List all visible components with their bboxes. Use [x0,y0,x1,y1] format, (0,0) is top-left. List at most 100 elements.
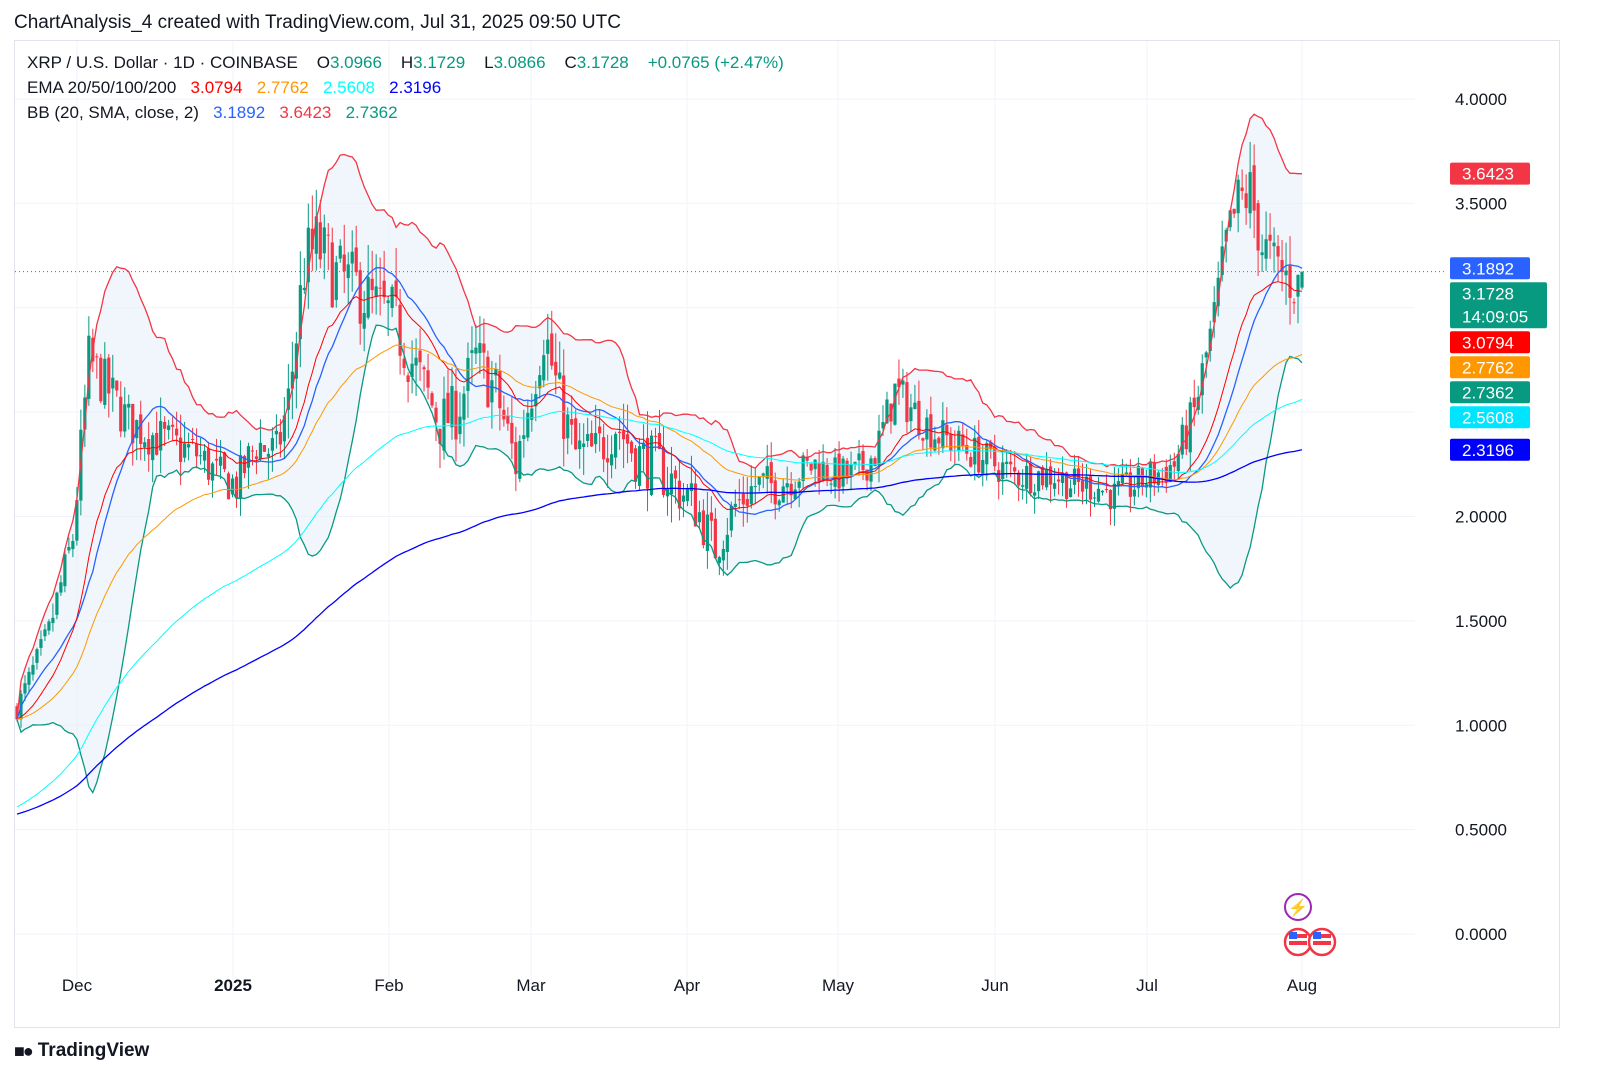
candle [606,434,610,488]
candle-body [1172,461,1176,467]
candle [909,393,913,432]
candle-body [71,540,75,550]
candle-body [1080,480,1085,492]
candle-body [1292,302,1296,304]
candle [111,354,115,412]
price-axis-badge: 2.7762 [1450,356,1530,379]
candle-body [538,375,542,389]
candle-body [502,409,506,420]
candle-body [1200,363,1204,396]
flag-canton [1289,932,1297,939]
candle-body [506,415,510,424]
candle-body [55,592,59,615]
candle [31,656,35,681]
candle-body [562,375,566,439]
ema50-line [16,344,1303,720]
candle [398,289,402,375]
candle-body [602,437,606,460]
ema100-line [16,398,1303,808]
candle [1256,199,1260,277]
candlestick-chart[interactable]: 4.0000 3.5000 2.0000 1.5000 1.0000 0.5000 0.00… [15,41,1560,1028]
candle [566,407,570,455]
candle [446,369,450,424]
candle-body [713,518,717,559]
candle [590,420,594,448]
candle-body [298,285,302,340]
candle-body [346,264,350,279]
candle [1172,452,1176,481]
legend-ema-row[interactable]: EMA 20/50/100/200 3.0794 2.7762 2.5608 2… [27,78,441,98]
x-axis-tick-label: Dec [62,976,93,995]
candle [617,416,622,450]
legend-bb-row[interactable]: BB (20, SMA, close, 2) 3.1892 3.6423 2.7… [27,103,398,123]
candle-body [362,313,366,329]
candle-body [893,383,897,425]
candle [594,404,598,454]
candle [1009,449,1013,478]
candle-body [550,333,554,366]
candle-body [402,358,406,368]
candle [558,341,562,380]
candle [378,257,382,316]
price-axis-badge: 3.1892 [1450,257,1530,280]
candle-body [769,462,773,484]
candle [993,434,997,472]
candle-body [338,245,342,259]
candle [179,414,183,486]
x-axis-tick-label: Aug [1287,976,1317,995]
candle [87,316,91,406]
candle [350,230,354,292]
chart-panel[interactable]: 4.0000 3.5000 2.0000 1.5000 1.0000 0.5000 0.00… [14,40,1560,1028]
candle-body [462,393,466,420]
candle-body [306,227,310,283]
candle-body [985,443,989,465]
candle [849,451,853,491]
candle-body [737,499,741,501]
candle-body [183,443,187,458]
tradingview-logo[interactable]: ■● TradingView [14,1040,149,1062]
lightning-event-icon [1284,893,1312,921]
candle [897,359,901,405]
candle-body [801,455,805,481]
candle [1240,169,1244,200]
candle-body [1005,461,1009,465]
legend-symbol[interactable]: XRP / U.S. Dollar · 1D · COINBASE [27,53,298,72]
candle-body [63,554,67,587]
legend-high-label: H [400,53,414,72]
candle-body [326,234,330,236]
candle [981,445,985,487]
candle [59,575,63,596]
candle [246,442,251,489]
candle [945,407,949,448]
candle [115,380,119,397]
candle-body [1192,397,1196,408]
candle [1044,452,1049,491]
candle [462,386,466,447]
candle-body [933,439,937,451]
candle [893,383,897,426]
candle-body [641,442,646,449]
candle [578,422,582,469]
candle [669,446,674,523]
candle-body [282,415,286,442]
candle-body [590,433,594,447]
candle [1244,174,1248,225]
candle [1132,475,1136,506]
candle-body [526,412,530,438]
candle-body [649,435,654,495]
legend-open-label: O [316,53,330,72]
candle [705,491,709,569]
candle [214,438,219,476]
candle-body [202,450,207,461]
candle-body [885,399,889,424]
candle-body [925,417,929,440]
candle [1148,458,1152,503]
candle [973,425,977,481]
candle-body [99,357,103,402]
candle [1100,490,1105,496]
candle [645,411,650,512]
candle-body [1236,179,1240,214]
candle [210,461,215,498]
legend-ema20-value: 3.0794 [190,78,243,97]
candle [1224,227,1228,263]
